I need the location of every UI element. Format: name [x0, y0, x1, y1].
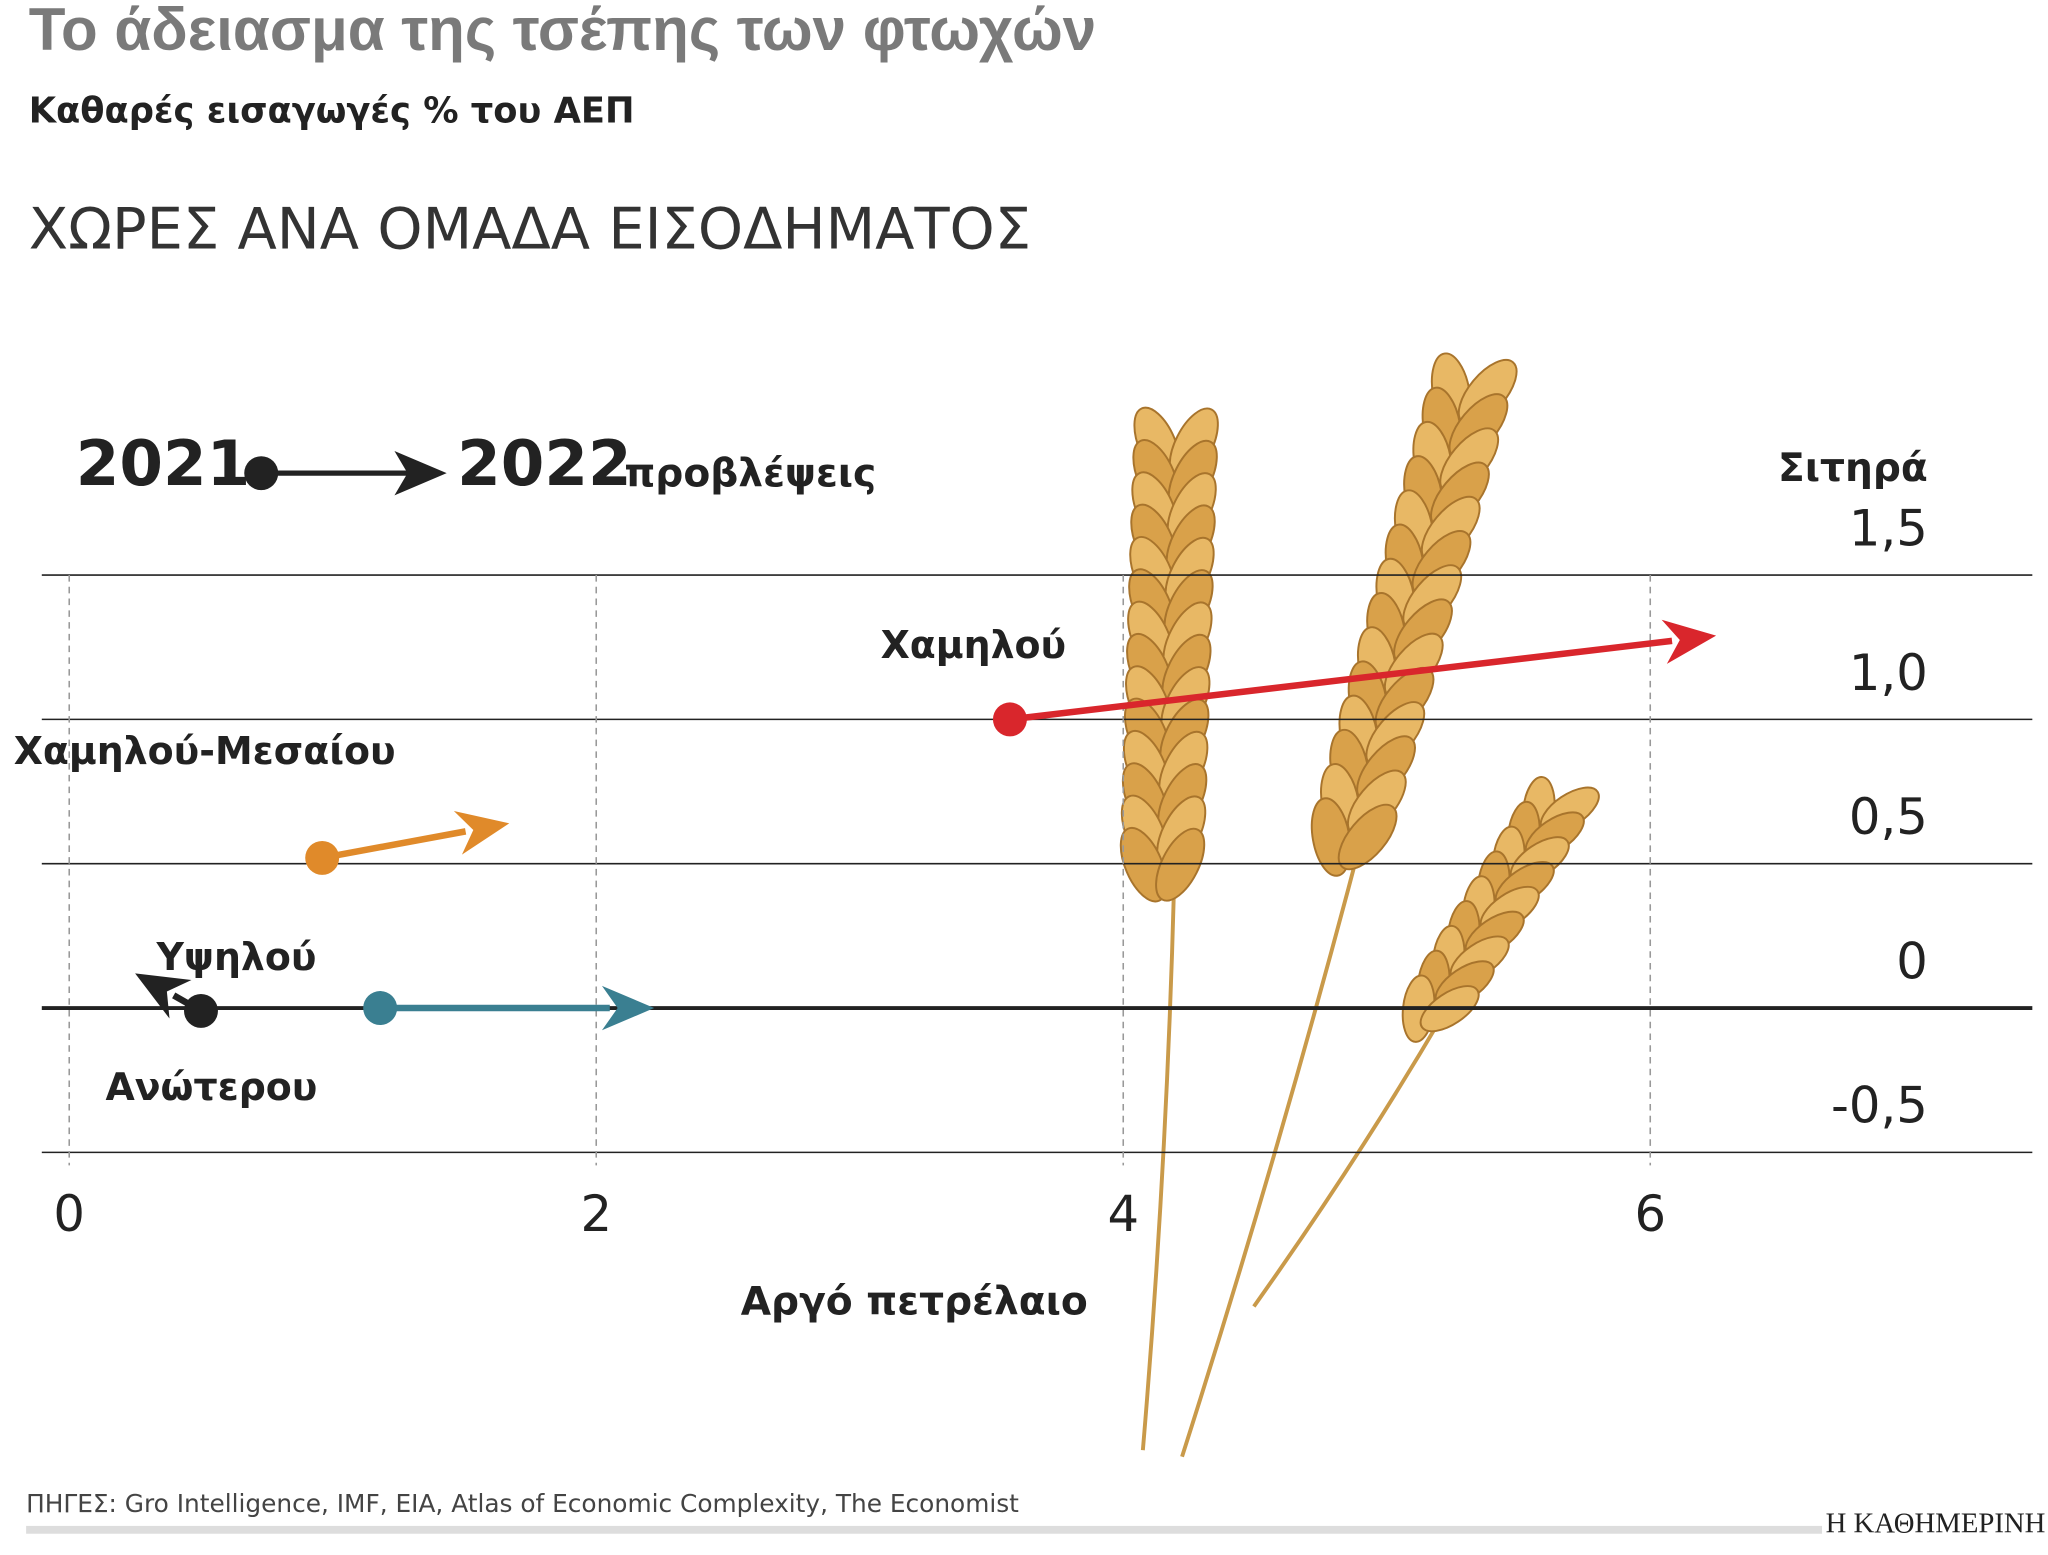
arrow-line [321, 820, 510, 862]
legend-end: 2022 [457, 427, 631, 500]
wheat-illustration [1119, 352, 1600, 1458]
y-tick-label: 1,5 [1849, 499, 1928, 557]
y-tick-label: -0,5 [1831, 1077, 1928, 1135]
y-tick-label: 1,0 [1849, 644, 1928, 702]
y-tick-label: 0 [1896, 932, 1928, 990]
series-label: Χαμηλού-Μεσαίου [14, 729, 396, 773]
arrow-head [1661, 619, 1717, 664]
start-point [305, 840, 340, 875]
wheat-grain [1119, 826, 1168, 903]
source: ΠΗΓΕΣ: Gro Intelligence, IMF, EIA, Atlas… [26, 1489, 1019, 1518]
start-point [363, 991, 398, 1026]
start-point [183, 993, 218, 1028]
x-tick-label: 4 [1107, 1185, 1139, 1243]
legend-arrow-head [394, 450, 447, 496]
wheat-grain [1337, 803, 1398, 871]
series-label: Ανώτερου [105, 1065, 317, 1109]
x-axis-label: Αργό πετρέλαιο [741, 1279, 1088, 1324]
y-tick-label: 0,5 [1849, 788, 1928, 846]
series-label: Υψηλού [156, 935, 317, 979]
arrow-head [601, 985, 655, 1031]
x-tick-label: 0 [53, 1185, 85, 1243]
arrow-head [453, 810, 510, 855]
arrow-head [135, 973, 192, 1019]
series-label: Χαμηλού [881, 623, 1067, 667]
arrow-line [1009, 632, 1717, 723]
wheat-grain [1155, 827, 1206, 902]
section-title: ΧΩΡΕΣ ΑΝΑ ΟΜΑΔΑ ΕΙΣΟΔΗΜΑΤΟΣ [29, 195, 1031, 262]
start-point [992, 702, 1027, 737]
x-tick-label: 6 [1634, 1185, 1666, 1243]
legend-note: προβλέψεις [624, 451, 876, 496]
footer-bar [26, 1525, 1823, 1534]
x-tick-label: 2 [580, 1185, 612, 1243]
publisher: Η ΚΑΘΗΜΕΡΙΝΗ [1826, 1508, 2046, 1540]
chart-subtitle: Καθαρές εισαγωγές % του ΑΕΠ [29, 91, 635, 132]
y-axis-label: Σιτηρά [1778, 446, 1928, 491]
legend-start: 2021 [76, 427, 250, 500]
chart-title: Το άδειασμα της τσέπης των φτωχών [29, 0, 1096, 63]
